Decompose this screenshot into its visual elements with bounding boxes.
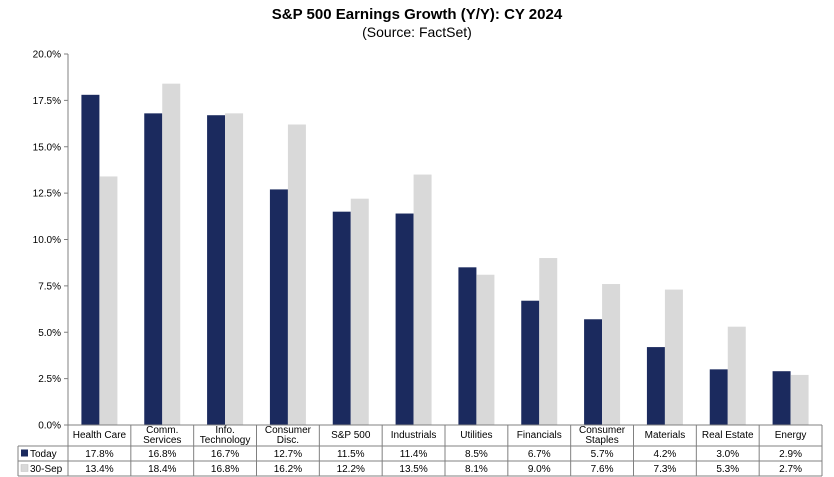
data-label: 11.5% [337,449,365,460]
category-label: Consumer [579,425,626,436]
bar-30-sep [350,198,369,425]
chart-subtitle: (Source: FactSet) [362,24,472,40]
bar-30-sep [539,258,558,425]
bar-30-sep [727,326,746,425]
category-label: Materials [645,430,686,441]
y-tick-label: 10.0% [33,235,61,246]
legend-label: 30-Sep [30,464,63,475]
bar-today [772,371,791,425]
chart-title: S&P 500 Earnings Growth (Y/Y): CY 2024 [271,6,563,23]
legend-key [21,449,28,457]
category-label: Staples [585,435,618,446]
bar-today [332,211,351,425]
bar-30-sep [476,274,495,425]
bar-today [521,300,540,425]
data-label: 3.0% [716,449,739,460]
category-label: Energy [775,430,807,441]
data-label: 18.4% [148,464,176,475]
bar-today [207,115,226,425]
bar-today [144,113,163,426]
category-label: Consumer [265,425,312,436]
category-label: Health Care [73,430,127,441]
data-label: 13.4% [85,464,113,475]
category-label: Utilities [460,430,492,441]
bar-30-sep [99,176,118,425]
bar-30-sep [413,174,432,425]
data-label: 13.5% [399,464,427,475]
data-label: 11.4% [400,449,428,460]
bar-today [395,213,414,425]
category-label: Industrials [391,430,437,441]
data-label: 2.9% [779,449,802,460]
bar-30-sep [287,124,306,426]
data-label: 9.0% [528,464,551,475]
y-tick-label: 5.0% [38,328,61,339]
data-label: 8.1% [465,464,488,475]
y-tick-label: 17.5% [33,96,61,107]
data-label: 5.7% [591,449,614,460]
bar-30-sep [664,289,683,425]
bar-30-sep [225,113,244,426]
bar-today [81,94,100,425]
bar-30-sep [602,284,621,425]
category-label: Comm. [146,425,178,436]
data-label: 6.7% [528,449,551,460]
bar-today [584,319,603,425]
category-label: Services [143,435,181,446]
legend-key [20,464,29,472]
category-label: Disc. [277,435,299,446]
data-label: 5.3% [716,464,739,475]
bar-today [269,189,288,425]
y-tick-label: 12.5% [33,189,61,200]
y-tick-label: 15.0% [33,142,61,153]
category-label: Financials [517,430,562,441]
data-label: 2.7% [779,464,802,475]
bar-30-sep [790,374,809,425]
data-label: 16.7% [211,449,239,460]
bar-today [709,369,728,425]
data-label: 4.2% [654,449,677,460]
data-label: 16.2% [274,464,302,475]
data-label: 17.8% [85,449,113,460]
category-label: Technology [200,435,251,446]
data-label: 12.7% [274,449,302,460]
y-tick-label: 7.5% [38,281,61,292]
data-label: 12.2% [337,464,365,475]
category-label: S&P 500 [331,430,371,441]
y-tick-label: 20.0% [33,50,61,61]
y-tick-label: 2.5% [38,374,61,385]
data-label: 16.8% [148,449,176,460]
category-label: Real Estate [702,430,754,441]
data-label: 7.6% [591,464,614,475]
y-tick-label: 0.0% [38,421,61,432]
bar-today [458,267,477,425]
data-label: 8.5% [465,449,488,460]
bar-today [646,347,665,425]
data-label: 7.3% [654,464,677,475]
category-label: Info. [215,425,234,436]
data-label: 16.8% [211,464,239,475]
bar-30-sep [162,83,181,426]
legend-label: Today [30,449,57,460]
